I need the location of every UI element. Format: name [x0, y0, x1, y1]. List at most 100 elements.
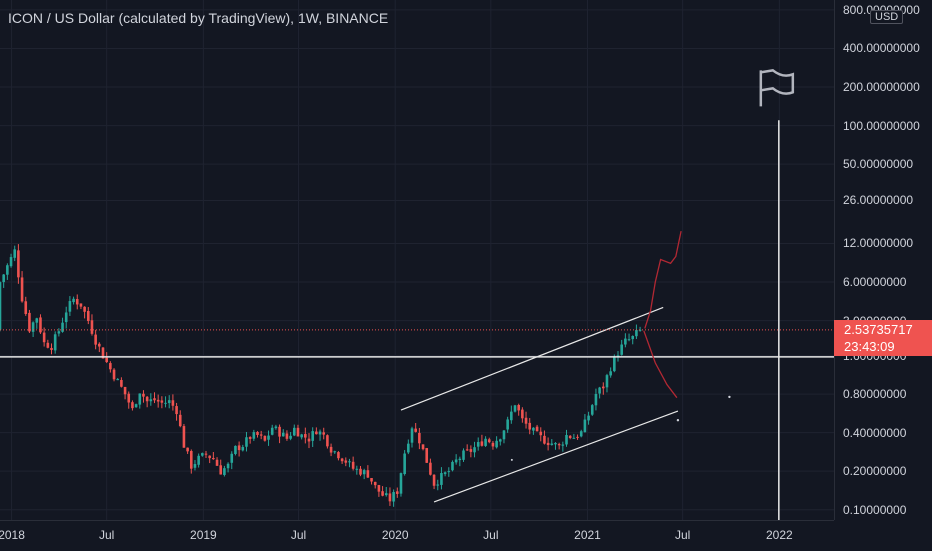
- candle-body: [418, 432, 421, 444]
- candle-body: [329, 446, 333, 453]
- candle-body: [296, 427, 300, 437]
- candle-body: [432, 474, 436, 486]
- candle-body: [178, 414, 182, 427]
- candle-body: [145, 396, 149, 402]
- candle-body: [2, 274, 5, 283]
- candle-body: [42, 332, 46, 343]
- candle-body: [366, 470, 370, 478]
- price-axis[interactable]: 800.00000000400.00000000200.00000000100.…: [834, 0, 932, 520]
- candle-body: [219, 465, 223, 475]
- candle-body: [631, 335, 635, 340]
- candle-body: [193, 464, 197, 468]
- candle-body: [307, 438, 311, 442]
- candle-body: [395, 491, 399, 494]
- candle-body: [105, 357, 108, 363]
- price-chart[interactable]: [0, 0, 834, 520]
- candle-body: [414, 428, 417, 432]
- candle-body: [64, 312, 68, 323]
- candle-body: [521, 409, 524, 419]
- candle-body: [189, 451, 193, 469]
- candle-body: [635, 330, 638, 337]
- price-tick-label: 0.20000000: [843, 464, 907, 479]
- candle-body: [75, 299, 79, 305]
- candle-body: [469, 449, 473, 452]
- candle-body: [340, 458, 344, 462]
- candle-body: [407, 443, 410, 453]
- candle-body: [230, 453, 234, 463]
- candle-body: [476, 442, 480, 447]
- price-tick-label: 12.00000000: [843, 236, 914, 251]
- time-tick-label: Jul: [290, 528, 307, 542]
- candle-body: [421, 444, 425, 450]
- candle-body: [326, 435, 329, 447]
- candle-body: [46, 342, 50, 348]
- candle-body: [285, 433, 289, 439]
- dot-marker: [728, 395, 731, 399]
- candle-body: [491, 442, 495, 447]
- candle-body: [9, 257, 13, 267]
- price-tick-label: 6.00000000: [843, 275, 907, 290]
- price-tick-label: 100.00000000: [843, 118, 920, 133]
- candle-body: [532, 427, 535, 431]
- candle-body: [153, 398, 156, 401]
- candle-body: [101, 347, 105, 359]
- candle-body: [384, 493, 388, 496]
- candle-body: [373, 481, 377, 486]
- candle-body: [123, 386, 127, 395]
- time-axis[interactable]: 2018 Jul 2019 Jul 2020 Jul 2021 Jul 2022: [0, 520, 834, 551]
- drawing-layer: [0, 69, 834, 520]
- currency-badge[interactable]: USD: [870, 10, 904, 24]
- candle-body: [13, 249, 17, 258]
- candle-body: [403, 453, 406, 475]
- candle-body: [546, 442, 550, 446]
- candle-body: [572, 437, 576, 439]
- candle-body: [245, 437, 248, 447]
- candle-body: [6, 265, 9, 275]
- candle-body: [259, 434, 263, 436]
- candle-body: [270, 427, 274, 435]
- candle-body: [377, 485, 381, 492]
- candle-body: [554, 442, 557, 445]
- candle-body: [204, 453, 208, 455]
- time-tick-label: 2019: [190, 528, 217, 542]
- candle-body: [274, 426, 278, 429]
- candle-body: [20, 277, 24, 302]
- candle-body: [579, 431, 583, 437]
- candle-body: [359, 468, 362, 475]
- candle-body: [241, 447, 245, 451]
- time-tick-label: 2020: [381, 528, 409, 542]
- candle-body: [484, 438, 487, 446]
- time-tick-label: Jul: [674, 528, 691, 542]
- candle-body: [362, 470, 366, 475]
- candle-body: [175, 406, 178, 415]
- candle-body: [399, 473, 403, 494]
- candle-body: [598, 387, 601, 394]
- candle-body: [443, 472, 447, 475]
- candle-body: [142, 393, 145, 397]
- candle-body: [167, 400, 171, 404]
- price-tick-label: 50.00000000: [843, 157, 914, 172]
- candle-body: [624, 338, 627, 345]
- candle-body: [24, 301, 28, 314]
- candle-body: [237, 445, 241, 451]
- candle-body: [35, 318, 39, 323]
- candle-layer: [0, 244, 642, 507]
- candle-body: [535, 426, 539, 432]
- candle-body: [61, 322, 64, 332]
- candle-body: [223, 468, 226, 475]
- candle-body: [149, 399, 153, 402]
- candle-body: [120, 379, 123, 387]
- candle-body: [281, 432, 285, 437]
- candle-body: [587, 415, 590, 421]
- candle-body: [502, 430, 506, 440]
- price-tick-label: 200.00000000: [843, 80, 920, 95]
- candle-body: [462, 450, 465, 460]
- candle-body: [565, 434, 568, 445]
- candle-body: [234, 445, 237, 454]
- candle-body: [370, 478, 373, 482]
- candle-body: [440, 473, 443, 485]
- candle-body: [252, 432, 256, 439]
- candle-body: [528, 422, 532, 430]
- time-tick-label: Jul: [99, 528, 115, 542]
